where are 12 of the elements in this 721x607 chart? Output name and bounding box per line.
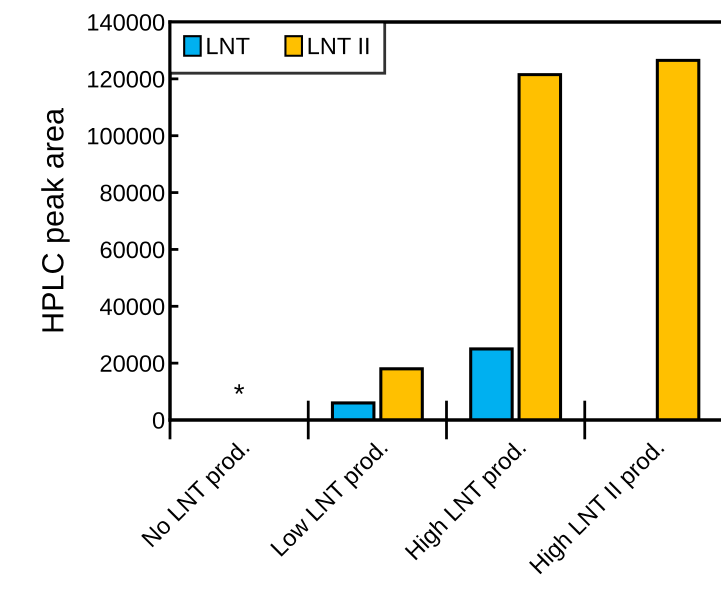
y-tick-label: 120000 — [88, 70, 164, 88]
y-tick-label: 140000 — [88, 14, 164, 31]
legend-label: LNT — [207, 38, 250, 54]
y-tick-label: 60000 — [100, 241, 164, 258]
y-tick-label: 80000 — [100, 184, 164, 202]
annotation: * — [234, 384, 244, 394]
y-tick-label: 20000 — [100, 355, 164, 372]
y-tick-label: 100000 — [88, 128, 164, 144]
y-tick-label: 40000 — [100, 298, 164, 316]
y-axis-title: HPLC peak area — [41, 108, 70, 332]
y-tick-label: 0 — [152, 412, 164, 429]
legend-label: LNT II — [308, 38, 368, 54]
